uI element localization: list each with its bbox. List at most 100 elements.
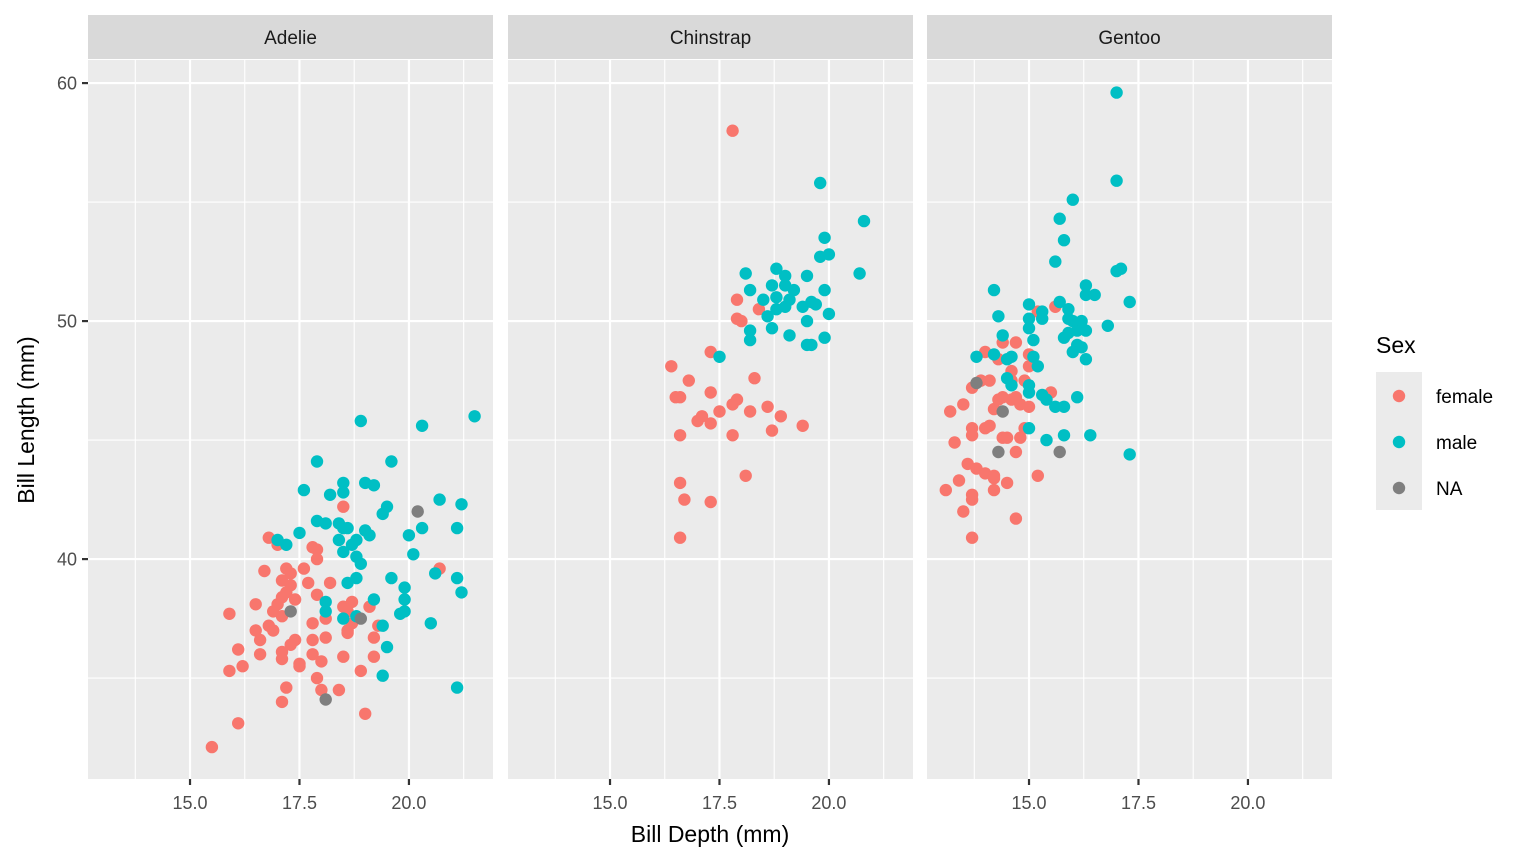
point-male (450, 681, 464, 694)
point-male (376, 507, 389, 521)
point-na (1053, 445, 1066, 459)
point-male (970, 350, 983, 363)
point-male (450, 521, 464, 535)
point-female (293, 660, 306, 673)
point-male (376, 619, 389, 632)
point-female (748, 372, 761, 385)
point-male (779, 269, 792, 283)
point-male (1062, 303, 1075, 316)
point-male (1084, 429, 1097, 442)
point-male (1071, 391, 1084, 404)
point-female (730, 393, 744, 406)
point-male (1079, 324, 1093, 337)
point-male (1053, 295, 1066, 309)
point-male (987, 348, 1001, 361)
point-female (726, 429, 739, 442)
point-male (1022, 422, 1036, 435)
y-tick-label: 50 (57, 312, 77, 332)
point-female (987, 483, 1001, 497)
point-female (315, 655, 328, 668)
point-male (1005, 379, 1018, 392)
point-female (735, 314, 748, 328)
point-male (341, 521, 354, 535)
point-male (761, 310, 774, 323)
point-male (407, 548, 420, 561)
point-male (770, 262, 783, 275)
point-male (354, 557, 367, 570)
point-male (1022, 386, 1036, 399)
point-male (1057, 234, 1071, 247)
point-male (297, 483, 311, 497)
legend-label-male: male (1436, 433, 1477, 454)
point-female (310, 543, 324, 556)
point-male (1101, 319, 1115, 332)
point-male (713, 350, 726, 363)
point-female (1009, 391, 1023, 404)
point-male (1066, 314, 1080, 328)
point-male (1110, 174, 1123, 187)
point-male (415, 521, 429, 535)
y-tick-label: 60 (57, 74, 77, 94)
point-male (310, 455, 324, 468)
point-female (284, 579, 297, 592)
point-male (743, 333, 757, 347)
point-male (1027, 350, 1040, 363)
points-chinstrap (665, 124, 871, 544)
point-male (402, 529, 416, 542)
point-female (253, 648, 267, 661)
point-na (284, 605, 297, 618)
point-female (367, 631, 381, 644)
point-female (310, 552, 324, 566)
panel-adelie: Adelie 15.0 17.5 20.0 (88, 15, 493, 813)
point-female (275, 645, 289, 659)
point-female (948, 436, 961, 449)
point-female (249, 624, 262, 637)
point-male (1031, 360, 1045, 373)
point-male (380, 640, 394, 654)
point-male (337, 612, 350, 625)
point-male (398, 581, 411, 594)
point-male (341, 576, 354, 590)
point-female (673, 531, 687, 544)
point-male (818, 331, 831, 344)
point-male (433, 493, 446, 506)
point-male (415, 419, 429, 432)
x-tick-label: 17.5 (702, 793, 737, 813)
point-male (1123, 448, 1136, 461)
point-female (743, 405, 757, 418)
point-male (1110, 86, 1123, 99)
point-male (1049, 400, 1062, 413)
x-tick-label: 20.0 (391, 793, 426, 813)
point-female (284, 567, 297, 580)
x-tick-label: 20.0 (1230, 793, 1265, 813)
point-female (1009, 512, 1023, 525)
x-tick-label: 15.0 (1011, 793, 1046, 813)
point-female (965, 531, 979, 544)
point-male (1000, 353, 1014, 366)
point-female (345, 595, 359, 609)
point-male (765, 322, 779, 335)
point-male (1062, 326, 1075, 340)
point-female (367, 650, 381, 663)
point-male (323, 488, 337, 501)
point-female (774, 410, 787, 423)
point-female (739, 469, 752, 482)
point-male (337, 545, 350, 559)
legend-key-female (1392, 389, 1406, 403)
point-female (297, 562, 311, 575)
point-female (957, 505, 970, 518)
point-male (1036, 312, 1049, 325)
point-female (310, 588, 324, 601)
y-axis-title: Bill Length (mm) (13, 336, 39, 503)
facet-strip-label: Chinstrap (670, 28, 751, 49)
point-male (1040, 393, 1053, 406)
point-male (800, 269, 814, 283)
point-male (1022, 322, 1036, 335)
point-male (818, 283, 831, 297)
point-male (987, 283, 1001, 297)
point-male (1027, 333, 1040, 347)
point-male (337, 486, 350, 499)
point-female (253, 633, 267, 647)
